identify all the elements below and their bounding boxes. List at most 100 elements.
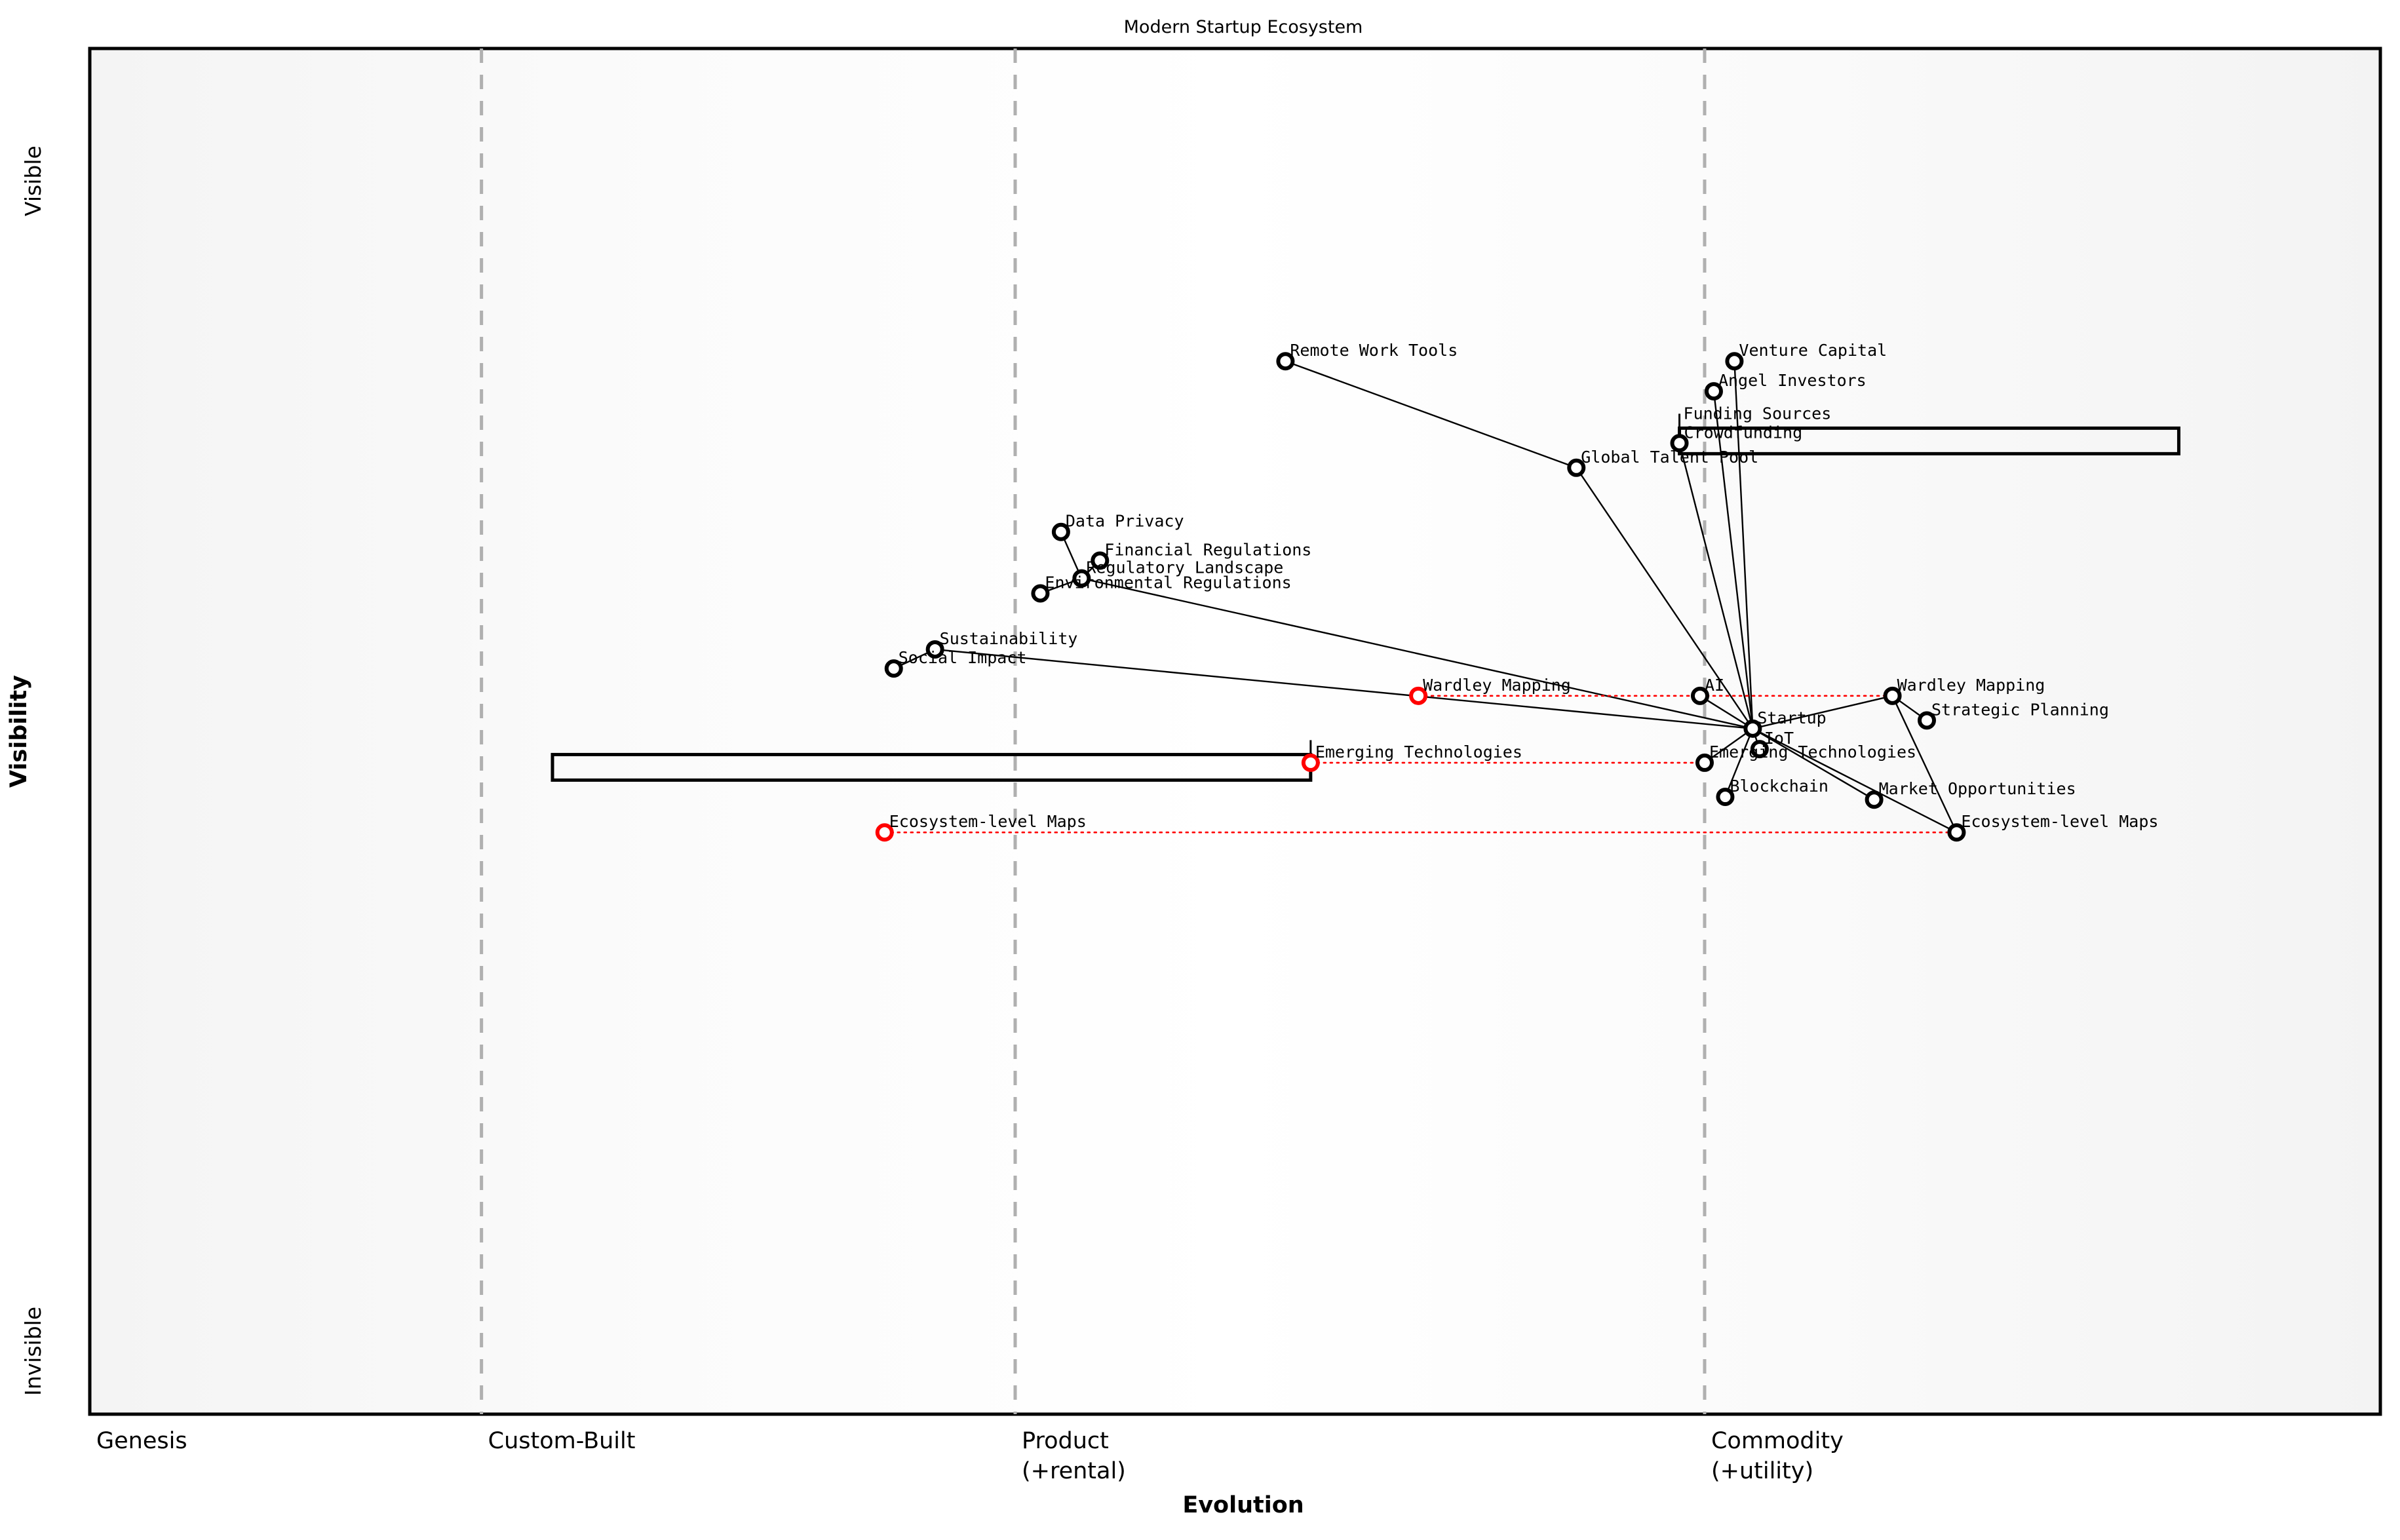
map-component-iot[interactable]: IoT xyxy=(1750,729,1794,759)
map-component-sustainability[interactable]: Sustainability xyxy=(925,629,1078,659)
component-label: Remote Work Tools xyxy=(1290,341,1458,360)
component-marker[interactable] xyxy=(925,640,944,659)
component-marker[interactable] xyxy=(1883,686,1902,705)
dependency-link xyxy=(1752,695,1893,730)
evolution-tick-label: Product (+rental) xyxy=(1022,1428,1126,1484)
component-label: Venture Capital xyxy=(1739,341,1887,360)
map-component-ecosystem_level_maps_past[interactable]: Ecosystem-level Maps xyxy=(875,812,1087,842)
dependency-link xyxy=(1724,728,1754,798)
component-marker[interactable] xyxy=(1947,823,1966,842)
component-label: Wardley Mapping xyxy=(1897,676,2045,695)
map-component-environmental_regulations[interactable]: Environmental Regulations xyxy=(1031,573,1292,603)
component-marker[interactable] xyxy=(1051,522,1070,541)
dependency-link xyxy=(1713,391,1754,729)
map-component-ai[interactable]: AI xyxy=(1690,676,1724,705)
component-marker[interactable] xyxy=(1917,711,1936,730)
y-axis-bottom-label: Invisible xyxy=(20,1307,46,1396)
map-component-emerging_technologies_target[interactable]: Emerging Technologies xyxy=(1695,742,1916,772)
map-component-wardley_mapping_past[interactable]: Wardley Mapping xyxy=(1409,676,1571,705)
map-component-remote_work_tools[interactable]: Remote Work Tools xyxy=(1276,341,1458,371)
chart-title: Modern Startup Ecosystem xyxy=(1124,17,1363,37)
component-marker[interactable] xyxy=(1750,740,1769,759)
map-component-emerging_technologies_past[interactable]: Emerging Technologies xyxy=(1301,742,1522,772)
dependency-link xyxy=(1752,727,1957,834)
evolution-links-layer xyxy=(883,695,1958,834)
dependency-link xyxy=(1733,361,1754,729)
map-component-startup[interactable]: Startup xyxy=(1743,708,1827,738)
component-label: Ecosystem-level Maps xyxy=(889,812,1087,831)
map-component-social_impact[interactable]: Social Impact xyxy=(884,648,1027,678)
component-label: AI xyxy=(1705,676,1724,695)
component-marker[interactable] xyxy=(1716,788,1735,807)
component-label: IoT xyxy=(1764,729,1794,748)
component-label: Emerging Technologies xyxy=(1709,742,1916,761)
map-component-market_opportunities[interactable]: Market Opportunities xyxy=(1865,779,2076,809)
component-label: Angel Investors xyxy=(1718,371,1867,390)
map-component-financial_regulations[interactable]: Financial Regulations xyxy=(1091,541,1311,570)
map-component-angel_investors[interactable]: Angel Investors xyxy=(1704,371,1867,401)
evolution-axis-ticks: Genesis Custom-Built Product (+rental) Commo… xyxy=(96,1428,1844,1484)
component-marker[interactable] xyxy=(1704,382,1723,401)
map-component-global_talent_pool[interactable]: Global Talent Pool xyxy=(1567,448,1758,477)
component-marker[interactable] xyxy=(1743,719,1762,738)
dependency-link xyxy=(1576,467,1754,729)
map-component-blockchain[interactable]: Blockchain xyxy=(1716,777,1829,807)
component-label: Environmental Regulations xyxy=(1045,573,1291,592)
pipeline-label: Funding Sources xyxy=(1684,404,1832,423)
map-component-strategic_planning[interactable]: Strategic Planning xyxy=(1917,700,2109,730)
components-layer: Startup Remote Work Tools Venture Capital A… xyxy=(875,341,2158,842)
dependency-link xyxy=(1081,577,1753,730)
component-label: Wardley Mapping xyxy=(1423,676,1571,695)
component-marker[interactable] xyxy=(1865,790,1884,809)
component-label: Blockchain xyxy=(1730,777,1829,796)
component-label: Global Talent Pool xyxy=(1581,448,1758,467)
component-marker[interactable] xyxy=(1301,753,1320,772)
map-component-regulatory_landscape[interactable]: Regulatory Landscape xyxy=(1072,558,1283,588)
component-marker[interactable] xyxy=(1072,569,1091,588)
evolution-tick-label: Genesis xyxy=(96,1428,187,1454)
component-marker[interactable] xyxy=(875,823,894,842)
component-label: Emerging Technologies xyxy=(1315,742,1522,761)
component-label: Data Privacy xyxy=(1066,512,1184,531)
component-label: Startup xyxy=(1757,708,1826,727)
component-marker[interactable] xyxy=(1695,753,1714,772)
dependency-link xyxy=(1699,695,1754,729)
dependency-link xyxy=(935,648,1753,730)
plot-area-frame xyxy=(88,47,2382,1416)
component-label: Financial Regulations xyxy=(1104,541,1311,560)
y-axis-top-label: Visible xyxy=(20,145,46,216)
x-axis-title: Evolution xyxy=(1182,1492,1304,1518)
component-marker[interactable] xyxy=(1091,551,1110,570)
component-label: Social Impact xyxy=(899,648,1027,667)
dependency-link xyxy=(1678,442,1754,729)
component-marker[interactable] xyxy=(884,659,903,678)
component-label: Strategic Planning xyxy=(1931,700,2109,719)
dependency-link xyxy=(1285,360,1577,469)
component-label: Crowdfunding xyxy=(1684,423,1803,442)
component-marker[interactable] xyxy=(1031,584,1050,603)
map-component-wardley_mapping_target[interactable]: Wardley Mapping xyxy=(1883,676,2045,705)
component-label: Market Opportunities xyxy=(1879,779,2076,798)
dependency-link xyxy=(1704,727,1754,763)
component-marker[interactable] xyxy=(1725,352,1744,371)
map-component-ecosystem_level_maps_target[interactable]: Ecosystem-level Maps xyxy=(1947,812,2158,842)
component-marker[interactable] xyxy=(1567,458,1586,477)
component-label: Ecosystem-level Maps xyxy=(1961,812,2158,831)
y-axis-title: Visibility xyxy=(6,675,32,788)
evolution-gridlines xyxy=(480,48,1707,1414)
evolution-tick-label: Commodity (+utility) xyxy=(1711,1428,1844,1484)
component-marker[interactable] xyxy=(1690,686,1709,705)
component-marker[interactable] xyxy=(1670,434,1689,453)
map-component-data_privacy[interactable]: Data Privacy xyxy=(1051,512,1184,541)
evolution-tick-label: Custom-Built xyxy=(488,1428,636,1454)
component-marker[interactable] xyxy=(1409,686,1428,705)
component-marker[interactable] xyxy=(1276,352,1295,371)
component-label: Sustainability xyxy=(940,629,1078,648)
map-component-venture_capital[interactable]: Venture Capital xyxy=(1725,341,1887,371)
dependency-link xyxy=(1891,695,1958,833)
map-component-crowdfunding[interactable]: Crowdfunding xyxy=(1670,423,1803,453)
dependency-link xyxy=(1752,727,1875,801)
component-label: Regulatory Landscape xyxy=(1086,558,1283,577)
